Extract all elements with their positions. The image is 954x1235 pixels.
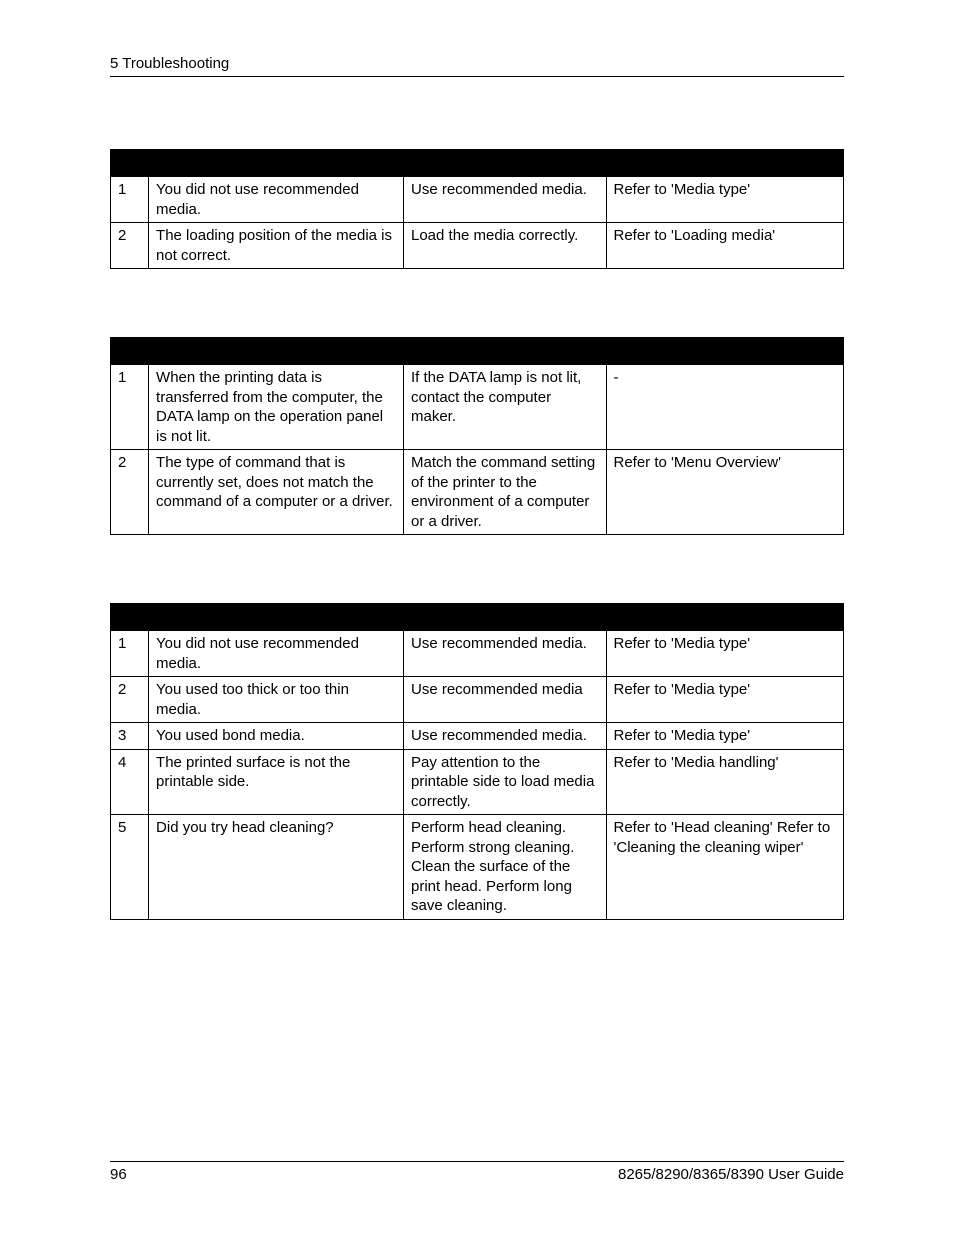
row-cause: The printed surface is not the printable… <box>149 749 404 815</box>
row-number: 4 <box>111 749 149 815</box>
header-cell <box>149 338 404 365</box>
row-cause: The type of command that is currently se… <box>149 450 404 535</box>
row-solution: Use recommended media. <box>403 631 606 677</box>
table-row: 1 You did not use recommended media. Use… <box>111 631 844 677</box>
header-title: 5 Troubleshooting <box>110 55 229 72</box>
row-solution: Load the media correctly. <box>403 223 606 269</box>
header-cell <box>403 604 606 631</box>
row-number: 2 <box>111 677 149 723</box>
header-cell <box>606 338 844 365</box>
row-cause: You did not use recommended media. <box>149 631 404 677</box>
row-cause: You used too thick or too thin media. <box>149 677 404 723</box>
row-reference: Refer to 'Menu Overview' <box>606 450 844 535</box>
row-reference: - <box>606 365 844 450</box>
row-solution: Use recommended media. <box>403 723 606 750</box>
row-reference: Refer to 'Loading media' <box>606 223 844 269</box>
table-1-wrapper: 1 You did not use recommended media. Use… <box>110 149 844 269</box>
row-number: 1 <box>111 631 149 677</box>
table-2-wrapper: 1 When the printing data is transferred … <box>110 337 844 535</box>
header-cell <box>606 150 844 177</box>
table-row: 4 The printed surface is not the printab… <box>111 749 844 815</box>
row-cause: The loading position of the media is not… <box>149 223 404 269</box>
header-cell <box>403 338 606 365</box>
header-cell <box>111 338 149 365</box>
row-reference: Refer to 'Media type' <box>606 677 844 723</box>
row-reference: Refer to 'Media type' <box>606 631 844 677</box>
row-cause: You did not use recommended media. <box>149 177 404 223</box>
table-header-row <box>111 150 844 177</box>
row-solution: Perform head cleaning. Perform strong cl… <box>403 815 606 920</box>
table-row: 1 You did not use recommended media. Use… <box>111 177 844 223</box>
row-reference: Refer to 'Media type' <box>606 177 844 223</box>
header-cell <box>111 150 149 177</box>
row-number: 1 <box>111 177 149 223</box>
page-header: 5 Troubleshooting <box>110 55 844 77</box>
table-header-row <box>111 604 844 631</box>
header-cell <box>403 150 606 177</box>
table-row: 2 The loading position of the media is n… <box>111 223 844 269</box>
row-number: 2 <box>111 450 149 535</box>
row-number: 2 <box>111 223 149 269</box>
row-cause: You used bond media. <box>149 723 404 750</box>
row-reference: Refer to 'Head cleaning' Refer to 'Clean… <box>606 815 844 920</box>
row-reference: Refer to 'Media type' <box>606 723 844 750</box>
troubleshooting-table-2: 1 When the printing data is transferred … <box>110 337 844 535</box>
table-3-wrapper: 1 You did not use recommended media. Use… <box>110 603 844 920</box>
page-number: 96 <box>110 1166 127 1183</box>
troubleshooting-table-1: 1 You did not use recommended media. Use… <box>110 149 844 269</box>
row-reference: Refer to 'Media handling' <box>606 749 844 815</box>
page-footer: 96 8265/8290/8365/8390 User Guide <box>110 1161 844 1183</box>
table-row: 5 Did you try head cleaning? Perform hea… <box>111 815 844 920</box>
header-cell <box>149 604 404 631</box>
header-cell <box>606 604 844 631</box>
table-row: 1 When the printing data is transferred … <box>111 365 844 450</box>
row-solution: Use recommended media <box>403 677 606 723</box>
row-cause: Did you try head cleaning? <box>149 815 404 920</box>
guide-name: 8265/8290/8365/8390 User Guide <box>618 1166 844 1183</box>
row-cause: When the printing data is transferred fr… <box>149 365 404 450</box>
table-header-row <box>111 338 844 365</box>
row-number: 5 <box>111 815 149 920</box>
header-cell <box>111 604 149 631</box>
row-solution: Match the command setting of the printer… <box>403 450 606 535</box>
table-row: 2 The type of command that is currently … <box>111 450 844 535</box>
row-number: 1 <box>111 365 149 450</box>
row-solution: Pay attention to the printable side to l… <box>403 749 606 815</box>
table-row: 2 You used too thick or too thin media. … <box>111 677 844 723</box>
header-cell <box>149 150 404 177</box>
troubleshooting-table-3: 1 You did not use recommended media. Use… <box>110 603 844 920</box>
row-number: 3 <box>111 723 149 750</box>
row-solution: Use recommended media. <box>403 177 606 223</box>
table-row: 3 You used bond media. Use recommended m… <box>111 723 844 750</box>
row-solution: If the DATA lamp is not lit, contact the… <box>403 365 606 450</box>
